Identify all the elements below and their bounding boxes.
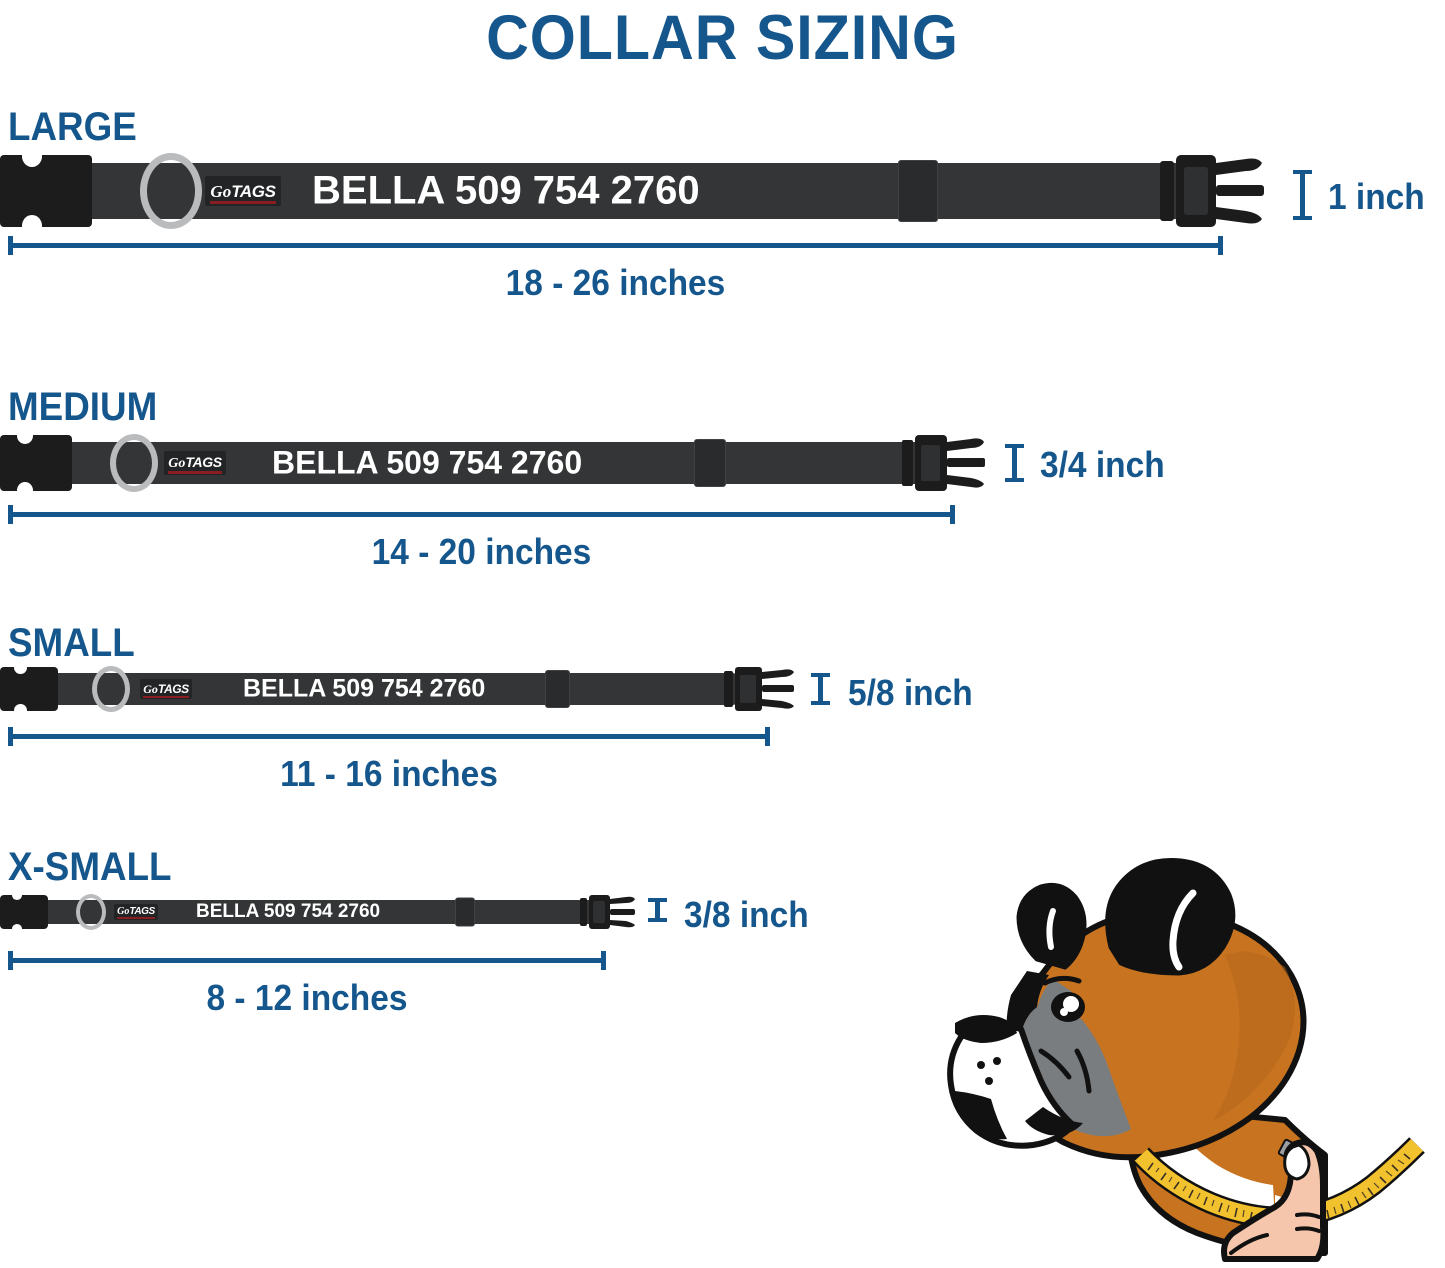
dog-measuring-illustration bbox=[925, 855, 1440, 1265]
collar-xsmall: Go TAGS BELLA 509 754 2760 bbox=[0, 890, 640, 934]
male-buckle-icon bbox=[1160, 155, 1264, 227]
logo-go-text: Go bbox=[168, 456, 186, 471]
female-buckle bbox=[0, 427, 72, 499]
male-buckle bbox=[580, 894, 640, 930]
male-buckle-icon bbox=[724, 667, 794, 711]
size-label-xsmall: X-SMALL bbox=[8, 845, 172, 889]
male-buckle bbox=[902, 434, 992, 492]
page-title: COLLAR SIZING bbox=[486, 3, 959, 73]
width-indicator-medium bbox=[1005, 444, 1024, 482]
collar-large: Go TAGS BELLA 509 754 2760 bbox=[0, 144, 1272, 238]
brand-logo-patch: Go TAGS bbox=[164, 451, 226, 475]
male-buckle-icon bbox=[902, 435, 985, 491]
length-text-large: 18 - 26 inches bbox=[505, 262, 726, 303]
logo-tags-text: TAGS bbox=[129, 906, 155, 917]
strap-slider bbox=[455, 897, 475, 927]
logo-go-text: Go bbox=[117, 906, 130, 917]
width-text-medium: 3/4 inch bbox=[1040, 444, 1165, 485]
brand-logo-patch: Go TAGS bbox=[140, 679, 192, 699]
logo-tags-text: TAGS bbox=[185, 454, 222, 470]
brand-logo-patch: Go TAGS bbox=[114, 904, 158, 920]
width-indicator-xsmall bbox=[648, 898, 667, 922]
collar-small: Go TAGS BELLA 509 754 2760 bbox=[0, 660, 800, 718]
length-bar-small bbox=[8, 727, 770, 746]
logo-tags-text: TAGS bbox=[231, 181, 276, 201]
width-indicator-small bbox=[811, 673, 830, 705]
width-text-small: 5/8 inch bbox=[848, 672, 973, 713]
logo-underline bbox=[210, 200, 276, 204]
length-bar-medium bbox=[8, 505, 955, 524]
logo-underline bbox=[117, 917, 155, 919]
length-bar-large bbox=[8, 236, 1223, 255]
strap-slider bbox=[545, 670, 570, 708]
engraved-text-large: BELLA 509 754 2760 bbox=[312, 168, 700, 213]
dring-icon bbox=[140, 153, 202, 229]
length-text-small: 11 - 16 inches bbox=[280, 753, 498, 794]
logo-tags-text: TAGS bbox=[157, 682, 189, 696]
logo-underline bbox=[168, 471, 222, 474]
length-text-medium: 14 - 20 inches bbox=[371, 531, 592, 572]
dring-icon bbox=[92, 666, 130, 712]
width-indicator-large bbox=[1293, 170, 1312, 220]
male-buckle bbox=[724, 666, 800, 712]
logo-underline bbox=[143, 696, 189, 698]
engraved-text-medium: BELLA 509 754 2760 bbox=[272, 444, 583, 481]
logo-go-text: Go bbox=[143, 682, 158, 696]
male-buckle-icon bbox=[580, 895, 635, 929]
dring-icon bbox=[110, 434, 158, 492]
engraved-text-xsmall: BELLA 509 754 2760 bbox=[196, 901, 381, 922]
male-buckle bbox=[1160, 153, 1272, 229]
size-label-medium: MEDIUM bbox=[8, 385, 158, 429]
size-label-small: SMALL bbox=[8, 621, 135, 665]
engraved-text-small: BELLA 509 754 2760 bbox=[243, 674, 486, 703]
length-text-xsmall: 8 - 12 inches bbox=[206, 977, 408, 1018]
size-label-large: LARGE bbox=[8, 105, 137, 149]
width-text-large: 1 inch bbox=[1328, 176, 1425, 217]
female-buckle bbox=[0, 660, 58, 718]
logo-go-text: Go bbox=[210, 181, 232, 201]
boxer-dog-icon bbox=[947, 857, 1425, 1262]
strap-slider bbox=[694, 439, 726, 487]
dring-icon bbox=[76, 894, 106, 930]
width-text-xsmall: 3/8 inch bbox=[684, 894, 809, 935]
strap-slider bbox=[898, 160, 938, 222]
collar-medium: Go TAGS BELLA 509 754 2760 bbox=[0, 427, 992, 499]
female-buckle bbox=[0, 144, 92, 238]
brand-logo-patch: Go TAGS bbox=[205, 176, 281, 206]
female-buckle bbox=[0, 890, 48, 934]
length-bar-xsmall bbox=[8, 951, 606, 970]
hand-icon bbox=[1221, 1139, 1327, 1262]
